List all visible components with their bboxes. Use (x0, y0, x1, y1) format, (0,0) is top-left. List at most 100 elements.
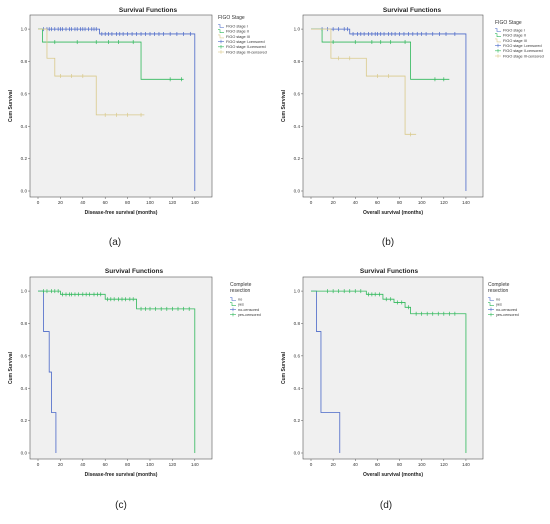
y-tick-label: 0.4 (294, 124, 301, 129)
panel-d: Survival Functions Cum Survival Overall … (281, 268, 519, 511)
x-tick-label: 100 (146, 462, 154, 467)
y-tick-label: 0.6 (294, 353, 301, 358)
legend-swatch (230, 297, 236, 301)
legend-swatch (218, 34, 224, 39)
chart-title: Survival Functions (383, 7, 442, 14)
x-tick-label: 120 (440, 200, 448, 205)
x-tick-label: 0 (37, 462, 40, 467)
legend-title-line-1: Complete (230, 282, 252, 288)
panel-a: Survival Functions Cum Survival Disease-… (8, 7, 267, 248)
legend-entry: no (496, 297, 500, 301)
x-tick-label: 80 (397, 200, 403, 205)
x-tick-label: 120 (440, 462, 448, 467)
x-tick-label: 80 (125, 462, 131, 467)
y-tick-label: 1.0 (21, 289, 28, 294)
y-tick-label: 0.4 (21, 386, 28, 391)
y-tick-label: 0.2 (21, 156, 28, 161)
x-axis-label: Disease-free survival (months) (85, 472, 158, 478)
legend-entry: FIGO stage II (503, 34, 526, 38)
series-line-figo-stage-i (38, 28, 196, 191)
x-tick-label: 80 (125, 200, 131, 205)
legend-title-line-1: Complete (488, 282, 510, 288)
y-axis-label: Cum Survival (8, 89, 14, 122)
legend-swatch (488, 297, 494, 301)
y-axis-label: Cum Survival (281, 351, 287, 384)
legend-entry: FIGO stage III (226, 35, 250, 39)
legend-entry: FIGO stage I (503, 28, 525, 32)
x-tick-label: 140 (462, 200, 470, 205)
x-tick-label: 120 (169, 462, 177, 467)
series-line-figo-stage-i (311, 28, 467, 191)
plot-area (302, 14, 484, 198)
x-tick-label: 60 (375, 200, 381, 205)
x-tick-label: 100 (146, 200, 154, 205)
plot-area (29, 276, 213, 460)
legend-swatch (495, 28, 501, 32)
chart-title: Survival Functions (119, 7, 178, 14)
x-tick-label: 0 (310, 462, 313, 467)
legend-entry: yes (238, 303, 244, 307)
series-line-no (38, 290, 57, 453)
series-line-figo-stage-iii (311, 28, 417, 135)
y-axis-label: Cum Survival (281, 89, 287, 122)
x-axis-label: Disease-free survival (months) (85, 210, 158, 216)
series-line-figo-stage-iii (38, 28, 145, 116)
x-tick-label: 40 (80, 462, 86, 467)
y-tick-label: 0.4 (21, 124, 28, 129)
chart-title: Survival Functions (360, 268, 419, 275)
series-line-yes (38, 290, 196, 453)
series-line-yes (311, 290, 467, 453)
legend-title-line-2: resection (488, 288, 509, 294)
y-tick-label: 0.2 (294, 418, 301, 423)
y-tick-label: 0.0 (21, 189, 28, 194)
chart-title: Survival Functions (105, 268, 164, 275)
panel-b: Survival Functions Cum Survival Overall … (281, 7, 544, 248)
x-tick-label: 60 (103, 200, 109, 205)
legend-swatch (495, 38, 501, 43)
legend-entry: yes-censored (238, 313, 261, 317)
legend-entry: FIGO stage I (226, 24, 248, 28)
legend-entry: yes-censored (496, 313, 519, 317)
x-tick-label: 40 (353, 462, 359, 467)
x-tick-label: 60 (103, 462, 109, 467)
y-tick-label: 0.4 (294, 386, 301, 391)
legend-title: Complete resection (488, 282, 511, 294)
panel-label-d: (d) (380, 500, 392, 511)
legend-entry: FIGO stage I-censored (503, 44, 542, 48)
legend-entry: FIGO stage I-censored (226, 40, 265, 44)
legend-entry: FIGO stage III (503, 39, 527, 43)
legend-entry: FIGO stage II-censored (226, 45, 266, 49)
y-tick-label: 0.0 (294, 451, 301, 456)
y-tick-label: 0.2 (21, 418, 28, 423)
legend-entry: no-censored (238, 308, 259, 312)
y-tick-label: 0.8 (21, 59, 28, 64)
x-axis-label: Overall survival (months) (363, 472, 423, 478)
x-tick-label: 140 (191, 462, 199, 467)
y-tick-label: 0.8 (294, 321, 301, 326)
legend-entry: FIGO stage II-censored (503, 49, 543, 53)
y-tick-label: 1.0 (294, 289, 301, 294)
x-tick-label: 20 (331, 200, 337, 205)
x-tick-label: 100 (418, 200, 426, 205)
legend-entry: FIGO stage III-censored (226, 50, 267, 54)
x-tick-label: 40 (80, 200, 86, 205)
y-tick-label: 0.6 (21, 91, 28, 96)
y-tick-label: 0.0 (21, 451, 28, 456)
legend-title: FIGO Stage (218, 15, 245, 21)
legend-swatch (218, 24, 224, 28)
legend-swatch (488, 302, 494, 307)
panel-label-b: (b) (382, 237, 394, 248)
x-tick-label: 140 (191, 200, 199, 205)
panel-label-c: (c) (115, 500, 127, 511)
x-tick-label: 40 (353, 200, 359, 205)
y-tick-label: 1.0 (21, 27, 28, 32)
legend-title-line-2: resection (230, 288, 251, 294)
legend-entry: yes (496, 303, 502, 307)
x-tick-label: 20 (331, 462, 337, 467)
legend-entry: no (238, 297, 242, 301)
x-tick-label: 0 (37, 200, 40, 205)
